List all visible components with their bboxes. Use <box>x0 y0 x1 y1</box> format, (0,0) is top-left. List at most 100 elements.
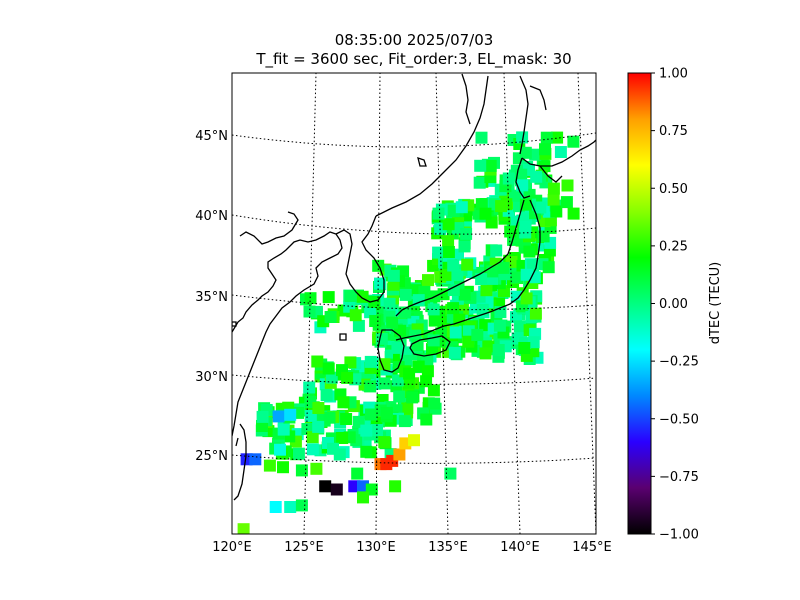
dtec-cell <box>471 328 484 341</box>
dtec-cell <box>412 360 425 373</box>
dtec-cell <box>284 501 297 513</box>
dtec-cell <box>460 227 473 240</box>
dtec-cell <box>378 436 391 449</box>
chart-title: 08:35:00 2025/07/03 <box>334 31 494 49</box>
lon-label: 135°E <box>428 540 468 555</box>
dtec-cell <box>461 258 474 271</box>
coastline-sakhalin <box>519 75 529 155</box>
dtec-cell <box>439 269 452 281</box>
dtec-cell <box>402 376 415 389</box>
lon-label: 125°E <box>284 540 324 555</box>
dtec-cell <box>444 467 457 480</box>
dtec-cell <box>393 390 406 403</box>
dtec-cell <box>364 355 377 368</box>
dtec-cell <box>295 464 308 477</box>
colorbar-tick-label: 0.25 <box>659 239 688 254</box>
dtec-cell <box>421 365 434 378</box>
dtec-cell <box>272 410 285 423</box>
dtec-cell <box>360 445 373 458</box>
dtec-cell <box>336 432 349 444</box>
dtec-cell <box>480 284 493 297</box>
dtec-cell <box>427 384 440 397</box>
dtec-cell <box>295 499 308 512</box>
lat-labels: 45°N 40°N 35°N 30°N 25°N <box>195 129 228 464</box>
dtec-cell <box>495 200 508 213</box>
coastlines <box>232 73 596 501</box>
dtec-cell <box>502 172 515 185</box>
dtec-cell <box>560 196 573 209</box>
dtec-cell <box>432 207 445 220</box>
colorbar-label: dTEC (TECU) <box>708 262 723 345</box>
dtec-cell <box>520 268 533 281</box>
dtec-cell <box>493 319 506 332</box>
dtec-cell <box>378 358 391 371</box>
colorbar-gradient <box>627 72 652 535</box>
dtec-cell <box>312 420 325 433</box>
dtec-cell <box>323 411 336 424</box>
dtec-cell <box>303 305 316 318</box>
dtec-cell <box>311 355 324 368</box>
dtec-cell <box>458 288 471 301</box>
dtec-cell <box>398 415 411 428</box>
dtec-cell <box>383 297 396 310</box>
dtec-cell <box>269 501 282 513</box>
coastline-china <box>232 231 343 437</box>
dtec-cell <box>539 143 551 156</box>
coastline-kyushu <box>377 329 405 373</box>
dtec-cell <box>447 259 460 272</box>
dtec-cell <box>432 246 445 259</box>
dtec-cell <box>324 311 337 323</box>
dtec-cell <box>256 410 269 423</box>
dtec-cell <box>325 371 338 384</box>
colorbar-tick-label: 1.00 <box>659 67 688 82</box>
lon-label: 120°E <box>212 540 252 555</box>
coastline-hokkaido <box>521 139 596 167</box>
lat-label: 30°N <box>195 370 228 385</box>
dtec-cell <box>513 320 526 333</box>
dtec-cell <box>427 303 440 316</box>
lon-label: 145°E <box>572 540 612 555</box>
dtec-cell <box>360 424 373 437</box>
dtec-cell <box>561 179 574 192</box>
dtec-cell <box>401 401 414 414</box>
dtec-cell <box>422 274 434 287</box>
dtec-cell <box>451 269 464 282</box>
dtec-cell <box>475 198 488 211</box>
colorbar-tick-label: 0.00 <box>659 297 688 312</box>
colorbar-tick-label: −0.50 <box>659 412 699 427</box>
dtec-cell <box>475 131 488 144</box>
dtec-cell <box>504 225 517 238</box>
dtec-cell <box>364 380 377 393</box>
dtec-cell <box>292 447 305 460</box>
dtec-cell <box>322 362 335 375</box>
colorbar-tick-label: −1.00 <box>659 528 699 543</box>
dtec-cell <box>310 462 323 475</box>
dtec-cell <box>519 146 532 159</box>
dtec-cell <box>322 291 335 304</box>
dtec-cell <box>518 342 531 354</box>
dtec-cell <box>449 326 462 339</box>
dtec-data-layer <box>237 131 580 534</box>
dtec-cell <box>479 347 492 360</box>
lat-label: 40°N <box>195 209 228 224</box>
dtec-cell <box>284 408 297 421</box>
dtec-cell <box>420 413 433 426</box>
dtec-cell <box>397 265 410 278</box>
dtec-cell <box>520 292 533 305</box>
dtec-cell <box>330 483 343 496</box>
dtec-cell <box>447 302 460 315</box>
dtec-cell <box>368 295 381 308</box>
dtec-cell <box>319 480 332 493</box>
dtec-cell <box>527 336 540 349</box>
map-frame <box>231 72 597 535</box>
dtec-cell <box>473 176 486 189</box>
coastline-russia <box>375 75 489 217</box>
dtec-cell <box>455 201 468 214</box>
lat-label: 35°N <box>195 290 228 305</box>
dtec-cell <box>277 423 290 436</box>
dtec-cell <box>567 207 580 220</box>
dtec-cell <box>403 367 416 380</box>
dtec-cell <box>479 207 492 220</box>
dtec-cell <box>442 235 455 248</box>
